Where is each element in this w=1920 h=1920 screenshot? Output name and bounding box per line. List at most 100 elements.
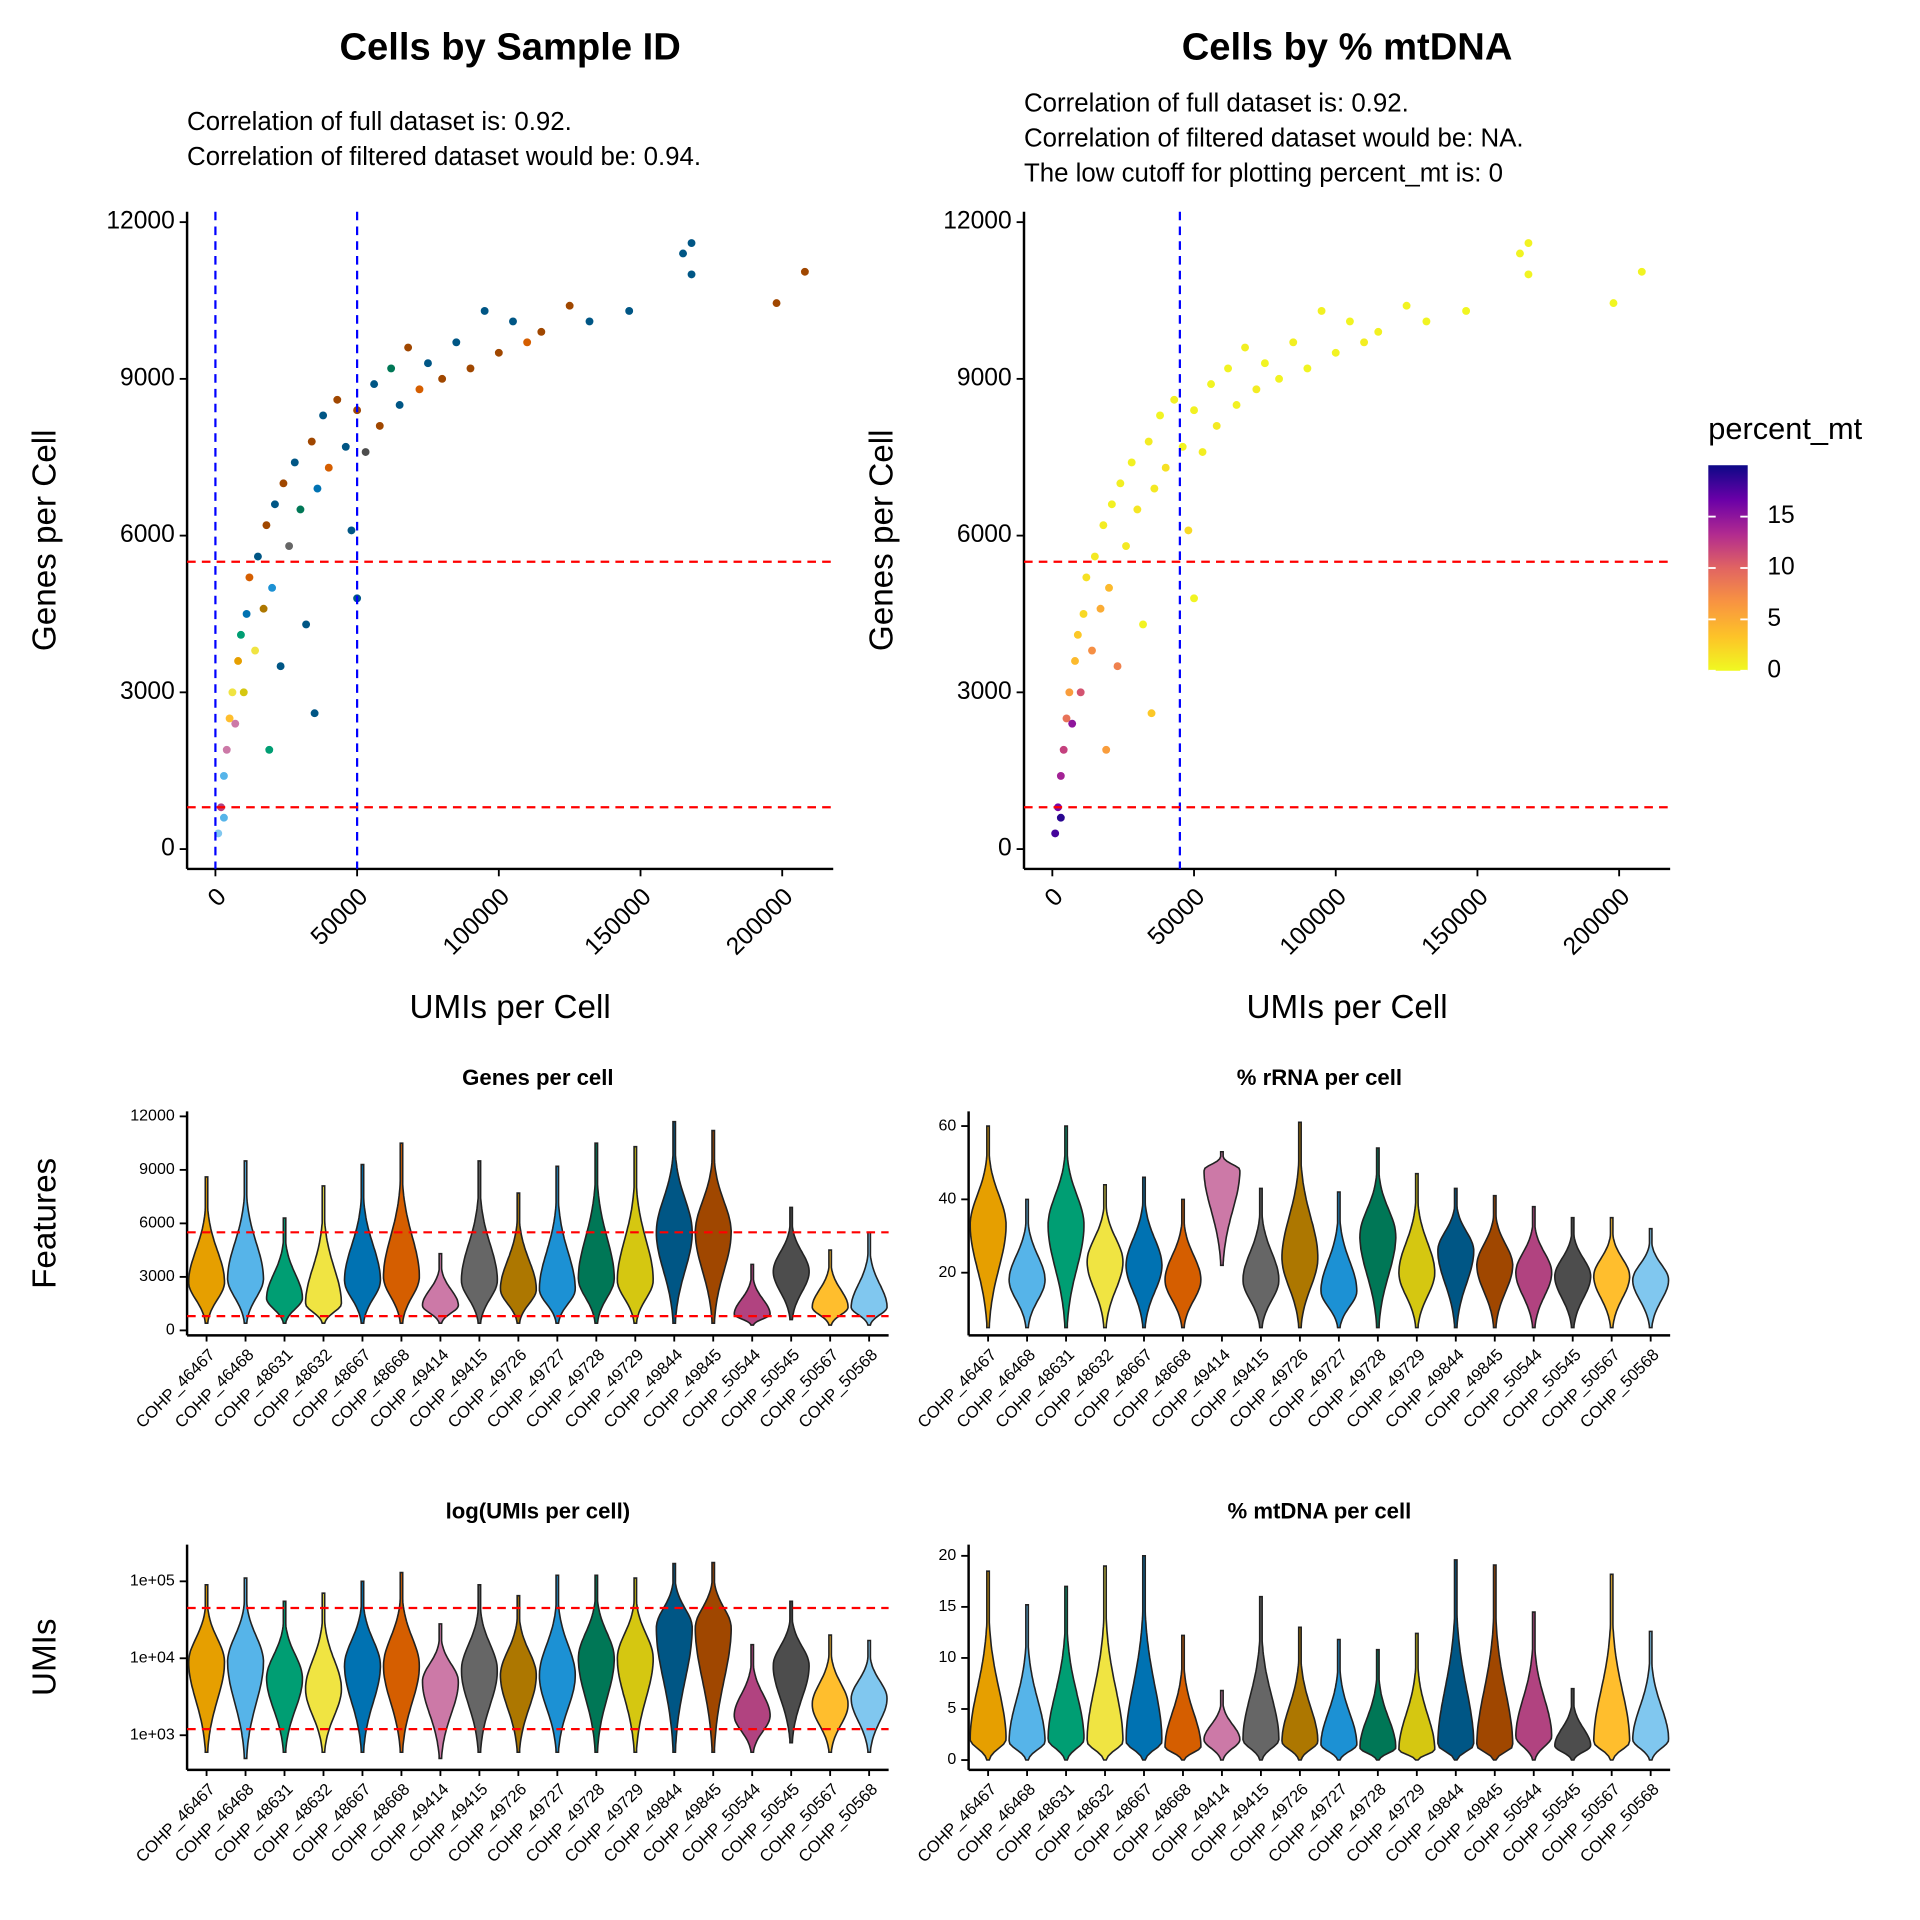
point bbox=[375, 421, 384, 430]
point bbox=[424, 359, 432, 368]
panel-title: Cells by Sample ID bbox=[340, 25, 681, 68]
point bbox=[1224, 364, 1232, 373]
subtitle: Correlation of full dataset is: 0.92. bbox=[1024, 89, 1409, 117]
panel-title: log(UMIs per cell) bbox=[446, 1498, 631, 1523]
violin bbox=[1164, 1198, 1202, 1329]
point bbox=[800, 267, 809, 276]
x-tick-label: 100000 bbox=[438, 883, 515, 960]
point bbox=[1082, 573, 1091, 582]
point bbox=[268, 583, 277, 592]
y-tick-label: 0 bbox=[161, 835, 175, 862]
violin bbox=[772, 1600, 810, 1744]
y-tick-label: 40 bbox=[939, 1191, 957, 1208]
x-tick-label: 50000 bbox=[306, 883, 373, 950]
point bbox=[466, 364, 475, 373]
violin bbox=[343, 1163, 382, 1324]
point bbox=[245, 573, 254, 582]
point bbox=[1062, 714, 1071, 723]
y-tick-label: 60 bbox=[939, 1117, 957, 1134]
point bbox=[1073, 630, 1082, 639]
subtitle: Correlation of full dataset is: 0.92. bbox=[187, 108, 572, 136]
point bbox=[625, 307, 634, 315]
violin bbox=[1437, 1187, 1475, 1329]
x-axis-label: UMIs per Cell bbox=[1246, 989, 1447, 1026]
y-tick-label: 6000 bbox=[120, 521, 175, 548]
point bbox=[1107, 500, 1116, 509]
point bbox=[1139, 620, 1147, 629]
point bbox=[1051, 829, 1060, 838]
violin bbox=[733, 1643, 771, 1754]
point bbox=[270, 500, 279, 509]
y-tick-label: 15 bbox=[939, 1598, 957, 1615]
y-axis-label: UMIs bbox=[27, 1618, 64, 1696]
y-tick-label: 12000 bbox=[106, 208, 174, 235]
point bbox=[259, 604, 268, 613]
point bbox=[1071, 657, 1079, 665]
violin bbox=[969, 1570, 1007, 1761]
point bbox=[1147, 709, 1156, 718]
point bbox=[296, 505, 305, 514]
point bbox=[679, 249, 687, 258]
violin bbox=[655, 1562, 693, 1754]
point bbox=[1462, 307, 1471, 315]
point bbox=[1198, 448, 1207, 456]
point bbox=[302, 620, 311, 629]
y-tick-label: 6000 bbox=[139, 1215, 175, 1232]
point bbox=[1609, 299, 1618, 308]
point bbox=[523, 338, 532, 347]
violin bbox=[1554, 1216, 1592, 1329]
y-axis-label: Genes per Cell bbox=[863, 430, 900, 652]
y-tick-label: 1e+04 bbox=[130, 1650, 175, 1667]
point bbox=[438, 374, 447, 383]
violin bbox=[421, 1623, 460, 1760]
panel-title: % mtDNA per cell bbox=[1228, 1498, 1412, 1523]
panel-title: Genes per cell bbox=[462, 1065, 613, 1090]
point bbox=[687, 239, 696, 247]
violin bbox=[616, 1577, 654, 1754]
violin bbox=[226, 1577, 265, 1760]
violin bbox=[1281, 1626, 1319, 1761]
violin bbox=[1164, 1634, 1202, 1761]
point bbox=[1161, 463, 1170, 472]
violin bbox=[1047, 1585, 1085, 1761]
point bbox=[279, 479, 288, 488]
point bbox=[1088, 646, 1096, 655]
colorbar-tick-label: 10 bbox=[1767, 553, 1794, 580]
violin bbox=[265, 1600, 304, 1754]
colorbar-tick-label: 5 bbox=[1767, 605, 1781, 632]
point bbox=[1090, 552, 1099, 561]
point bbox=[290, 458, 299, 467]
x-tick-label: 0 bbox=[1040, 883, 1069, 912]
y-tick-label: 9000 bbox=[120, 364, 175, 391]
x-tick-label: 200000 bbox=[1558, 883, 1635, 960]
violin bbox=[538, 1165, 577, 1324]
point bbox=[1345, 317, 1354, 326]
violin bbox=[343, 1580, 382, 1754]
point bbox=[1317, 307, 1326, 315]
point bbox=[1184, 526, 1193, 535]
violin bbox=[421, 1252, 460, 1324]
point bbox=[242, 610, 251, 618]
violin bbox=[538, 1574, 577, 1754]
violin bbox=[1242, 1595, 1280, 1761]
point bbox=[1144, 437, 1153, 446]
y-tick-label: 12000 bbox=[130, 1108, 175, 1125]
point bbox=[1374, 327, 1383, 336]
violin bbox=[1008, 1198, 1046, 1329]
point bbox=[262, 521, 271, 530]
point bbox=[1207, 380, 1215, 389]
point bbox=[1360, 338, 1369, 347]
violin bbox=[1203, 1689, 1241, 1761]
point bbox=[480, 307, 489, 315]
point bbox=[1079, 610, 1088, 618]
x-axis-label: UMIs per Cell bbox=[410, 989, 611, 1026]
point bbox=[1524, 270, 1533, 279]
x-tick-label: 150000 bbox=[1417, 883, 1494, 960]
violin bbox=[811, 1249, 849, 1326]
y-tick-label: 0 bbox=[166, 1322, 175, 1339]
point bbox=[1275, 374, 1283, 383]
subtitle: Correlation of filtered dataset would be… bbox=[187, 143, 701, 171]
x-tick-label: 50000 bbox=[1143, 883, 1210, 950]
y-tick-label: 0 bbox=[947, 1751, 956, 1768]
violin bbox=[1320, 1191, 1358, 1329]
